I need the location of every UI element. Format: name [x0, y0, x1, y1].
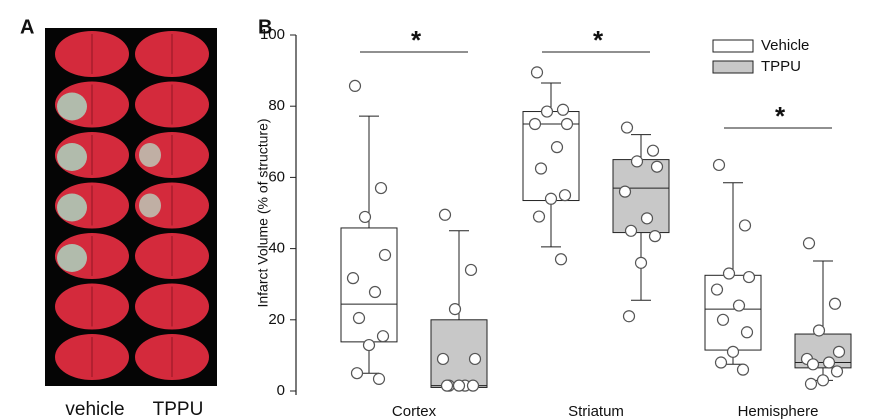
data-point: [640, 212, 654, 225]
data-point: [802, 237, 816, 250]
data-point: [822, 356, 836, 369]
data-point: [550, 141, 564, 154]
data-point: [726, 345, 740, 358]
data-point: [806, 358, 820, 371]
lesion: [139, 143, 161, 167]
x-tick-label: Cortex: [392, 403, 437, 420]
data-point: [736, 363, 750, 376]
data-point: [532, 210, 546, 223]
data-point: [830, 365, 844, 378]
legend-label: TPPU: [761, 58, 801, 75]
data-point: [714, 356, 728, 369]
data-point: [618, 185, 632, 198]
data-point: [346, 272, 360, 285]
legend-swatch: [712, 39, 754, 53]
data-point: [812, 324, 826, 337]
legend-swatch: [712, 60, 754, 74]
data-point: [742, 270, 756, 284]
lesion: [139, 193, 161, 218]
data-point: [540, 105, 554, 118]
data-point: [710, 283, 724, 296]
significance-star: *: [411, 25, 422, 55]
significance-star: *: [593, 25, 604, 55]
panel-label: B: [258, 16, 272, 38]
y-axis-label: Infarct Volume (% of structure): [255, 118, 271, 307]
data-point: [448, 303, 462, 316]
y-tick-label: 80: [268, 97, 285, 114]
data-point: [362, 338, 376, 352]
box: [340, 227, 398, 343]
data-point: [804, 377, 818, 390]
data-point: [378, 248, 392, 262]
y-tick-label: 0: [277, 382, 285, 399]
data-point: [624, 224, 638, 237]
y-tick-label: 100: [260, 26, 285, 43]
data-point: [374, 181, 388, 195]
data-point: [620, 121, 634, 134]
data-point: [630, 155, 644, 168]
brain-slices: [55, 31, 209, 380]
data-point: [544, 192, 558, 205]
data-point: [712, 158, 726, 172]
caption: vehicle: [65, 399, 124, 420]
data-point: [716, 313, 730, 326]
data-point: [828, 297, 842, 310]
x-tick-label: Hemisphere: [738, 403, 819, 420]
data-point: [376, 330, 390, 343]
data-point: [556, 103, 570, 116]
significance-star: *: [775, 101, 786, 131]
legend-label: Vehicle: [761, 37, 809, 54]
y-tick-label: 40: [268, 240, 285, 257]
data-point: [436, 352, 450, 366]
lesion: [57, 193, 87, 222]
data-point: [554, 253, 568, 266]
data-point: [466, 379, 480, 392]
panel-label: A: [20, 16, 34, 38]
lesion: [57, 92, 87, 121]
data-point: [440, 379, 454, 392]
data-point: [348, 79, 362, 93]
box: [430, 319, 488, 388]
data-point: [738, 219, 752, 232]
data-point: [648, 230, 662, 243]
data-point: [438, 208, 452, 221]
data-point: [832, 345, 846, 358]
lesion: [57, 244, 87, 272]
data-point: [352, 311, 366, 325]
data-point: [558, 189, 572, 202]
data-point: [468, 352, 482, 366]
data-point: [530, 66, 544, 79]
data-point: [650, 160, 664, 173]
data-point: [816, 374, 830, 387]
data-point: [350, 367, 364, 380]
data-point: [622, 310, 636, 323]
data-point: [528, 117, 542, 131]
data-point: [732, 299, 746, 312]
data-point: [368, 285, 382, 299]
data-point: [534, 162, 548, 175]
data-point: [560, 117, 574, 131]
y-tick-label: 60: [268, 168, 285, 185]
data-point: [634, 256, 648, 269]
lesion: [57, 143, 87, 171]
data-point: [358, 210, 372, 224]
data-point: [372, 372, 386, 385]
x-tick-label: Striatum: [568, 403, 624, 420]
caption: TPPU: [153, 399, 204, 420]
data-point: [740, 326, 754, 339]
data-point: [464, 263, 478, 277]
data-point: [646, 144, 660, 157]
data-point: [452, 379, 466, 392]
data-point: [722, 267, 736, 280]
y-tick-label: 20: [268, 311, 285, 328]
